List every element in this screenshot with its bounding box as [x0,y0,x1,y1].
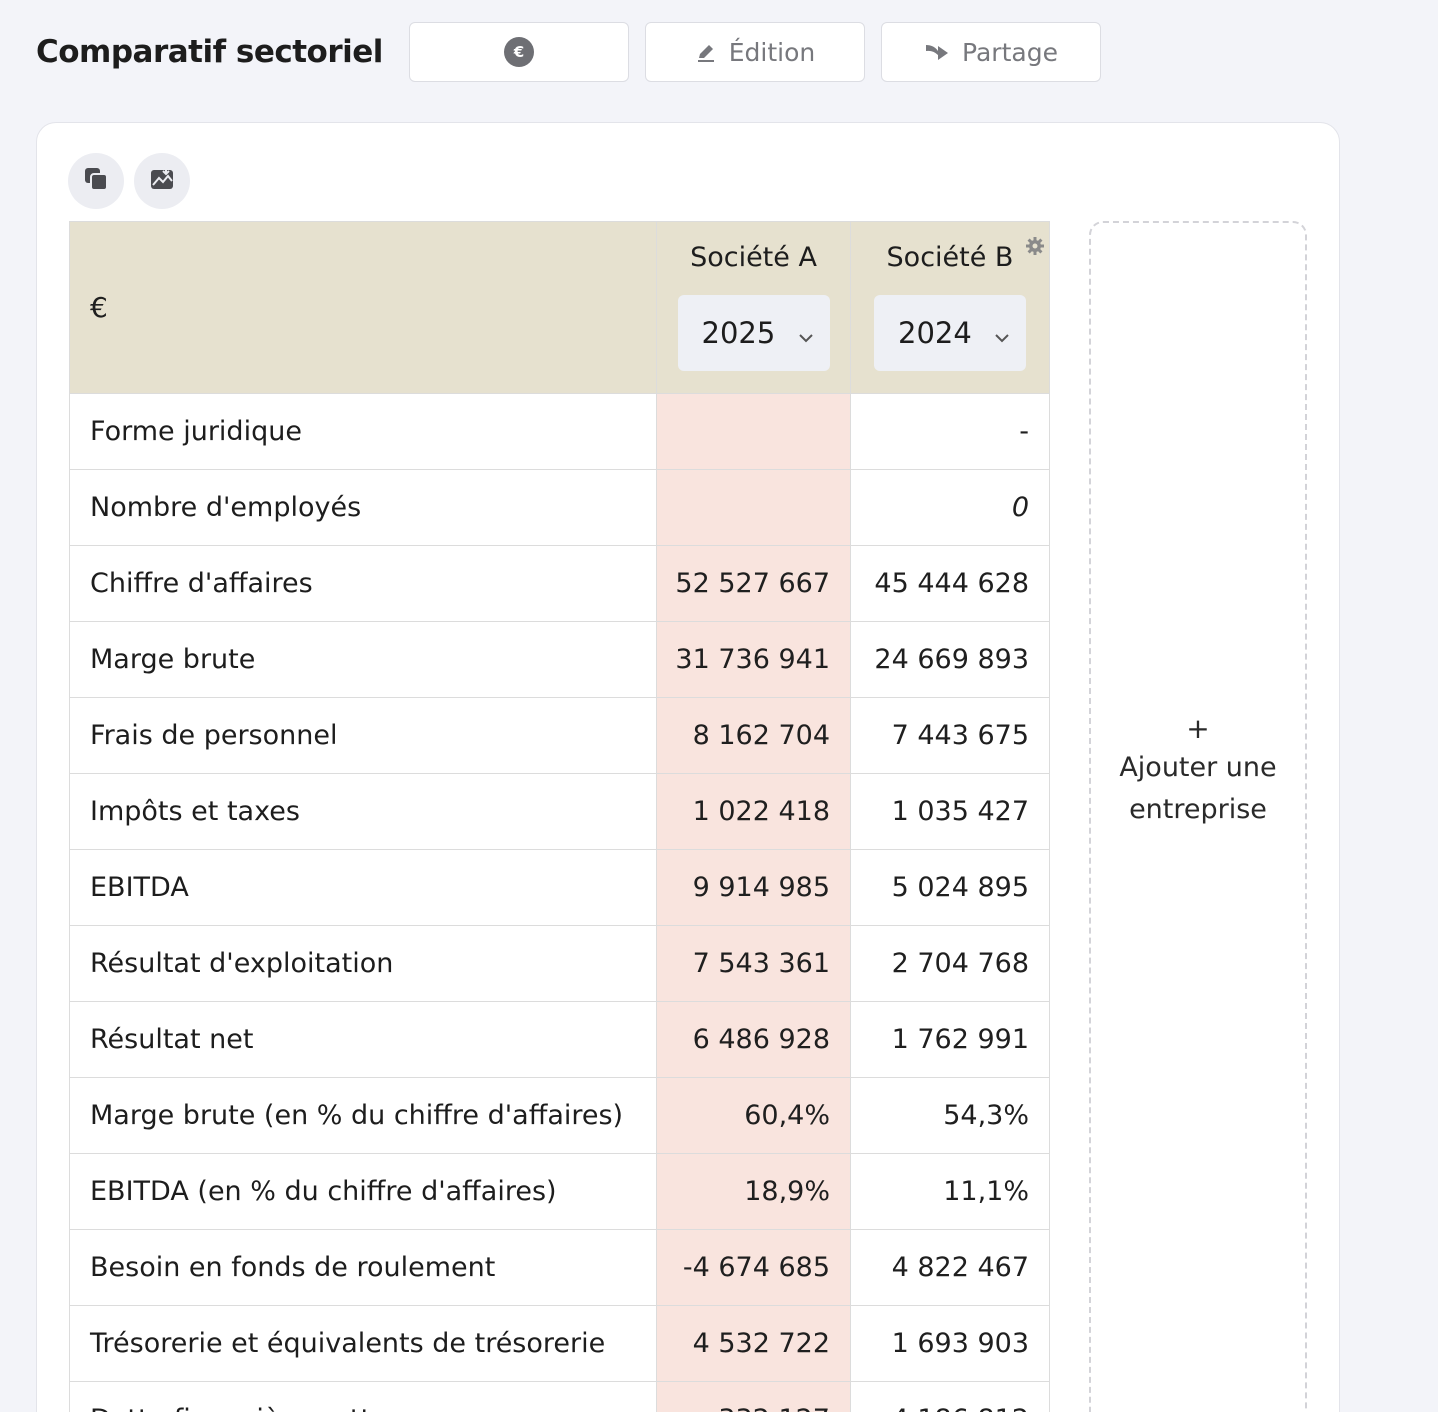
value-a: 6 486 928 [656,1001,851,1078]
year-select-a[interactable]: 2025 [677,295,830,371]
add-company-button[interactable]: + Ajouter une entreprise [1089,221,1307,1412]
row-label: EBITDA (en % du chiffre d'affaires) [69,1153,657,1230]
company-column-a: Société A 2025 [656,221,851,394]
row-label: Marge brute (en % du chiffre d'affaires) [69,1077,657,1154]
value-a [656,469,851,546]
gear-icon[interactable] [1025,236,1045,260]
table-row: Forme juridique - [69,393,1050,470]
edit-button[interactable]: Édition [645,22,865,82]
value-a: 8 162 704 [656,697,851,774]
table-row: Dette financière nette-332 1274 186 812 [69,1381,1050,1412]
value-b: 0 [850,469,1050,546]
table-row: EBITDA (en % du chiffre d'affaires) 18,9%… [69,1153,1050,1230]
table-row: Marge brute (en % du chiffre d'affaires)… [69,1077,1050,1154]
export-chart-button[interactable] [134,153,190,209]
table-row: Nombre d'employés 0 [69,469,1050,546]
copy-icon [82,165,110,197]
unit-label: € [69,221,657,394]
copy-button[interactable] [68,153,124,209]
company-name: Société A [690,242,817,273]
value-a: 1 022 418 [656,773,851,850]
row-label: Dette financière nette [69,1381,657,1412]
table-row: Frais de personnel 8 162 704 7 443 675 [69,697,1050,774]
table-row: Impôts et taxes 1 022 418 1 035 427 [69,773,1050,850]
value-b: 4 822 467 [850,1229,1050,1306]
value-b: 45 444 628 [850,545,1050,622]
value-b: 5 024 895 [850,849,1050,926]
table-row: EBITDA 9 914 985 5 024 895 [69,849,1050,926]
row-label: Besoin en fonds de roulement [69,1229,657,1306]
value-b: 7 443 675 [850,697,1050,774]
row-label: EBITDA [69,849,657,926]
edit-label: Édition [728,37,816,67]
row-label: Forme juridique [69,393,657,470]
value-a: 31 736 941 [656,621,851,698]
value-a: 18,9% [656,1153,851,1230]
add-company-label: Ajouter une entreprise [1119,751,1277,825]
company-column-b: Société B 2024 [850,221,1050,394]
value-a: -332 127 [656,1381,851,1412]
value-b: 11,1% [850,1153,1050,1230]
pen-icon [695,41,717,63]
company-name: Société B [886,242,1014,273]
table-row: Résultat net 6 486 928 1 762 991 [69,1001,1050,1078]
row-label: Impôts et taxes [69,773,657,850]
value-a: 4 532 722 [656,1305,851,1382]
plus-icon: + [1186,711,1210,745]
value-b: 54,3% [850,1077,1050,1154]
share-label: Partage [962,37,1058,67]
year-value: 2024 [898,316,972,350]
chevron-down-icon [798,316,814,350]
currency-button[interactable]: € [409,22,629,82]
value-a [656,393,851,470]
value-a: 7 543 361 [656,925,851,1002]
table-header-row: € Société A 2025 Société B [69,221,1050,394]
export-chart-icon [148,165,176,197]
row-label: Marge brute [69,621,657,698]
share-button[interactable]: Partage [881,22,1101,82]
table-row: Besoin en fonds de roulement -4 674 685 4 … [69,1229,1050,1306]
value-b: 24 669 893 [850,621,1050,698]
value-b: 1 762 991 [850,1001,1050,1078]
table-row: Chiffre d'affaires 52 527 667 45 444 628 [69,545,1050,622]
value-b: 1 693 903 [850,1305,1050,1382]
top-bar: Comparatif sectoriel [36,22,423,82]
comparison-card: € Société A 2025 Société B [36,122,1340,1412]
value-a: 60,4% [656,1077,851,1154]
chevron-down-icon [994,316,1010,350]
row-label: Chiffre d'affaires [69,545,657,622]
share-arrow-icon [924,41,950,63]
row-label: Résultat d'exploitation [69,925,657,1002]
row-label: Nombre d'employés [69,469,657,546]
table-row: Trésorerie et équivalents de trésorerie 4… [69,1305,1050,1382]
table-row: Résultat d'exploitation 7 543 361 2 704 76… [69,925,1050,1002]
row-label: Trésorerie et équivalents de trésorerie [69,1305,657,1382]
row-label: Frais de personnel [69,697,657,774]
euro-badge-icon: € [504,37,534,67]
page-title: Comparatif sectoriel [36,34,383,70]
value-b: 2 704 768 [850,925,1050,1002]
year-value: 2025 [701,316,776,350]
year-select-b[interactable]: 2024 [874,295,1026,371]
value-b: - [850,393,1050,470]
row-label: Résultat net [69,1001,657,1078]
value-b: 1 035 427 [850,773,1050,850]
value-a: 52 527 667 [656,545,851,622]
value-b: 4 186 812 [850,1381,1050,1412]
comparison-table: € Société A 2025 Société B [69,221,1050,1412]
table-row: Marge brute 31 736 941 24 669 893 [69,621,1050,698]
value-a: -4 674 685 [656,1229,851,1306]
value-a: 9 914 985 [656,849,851,926]
